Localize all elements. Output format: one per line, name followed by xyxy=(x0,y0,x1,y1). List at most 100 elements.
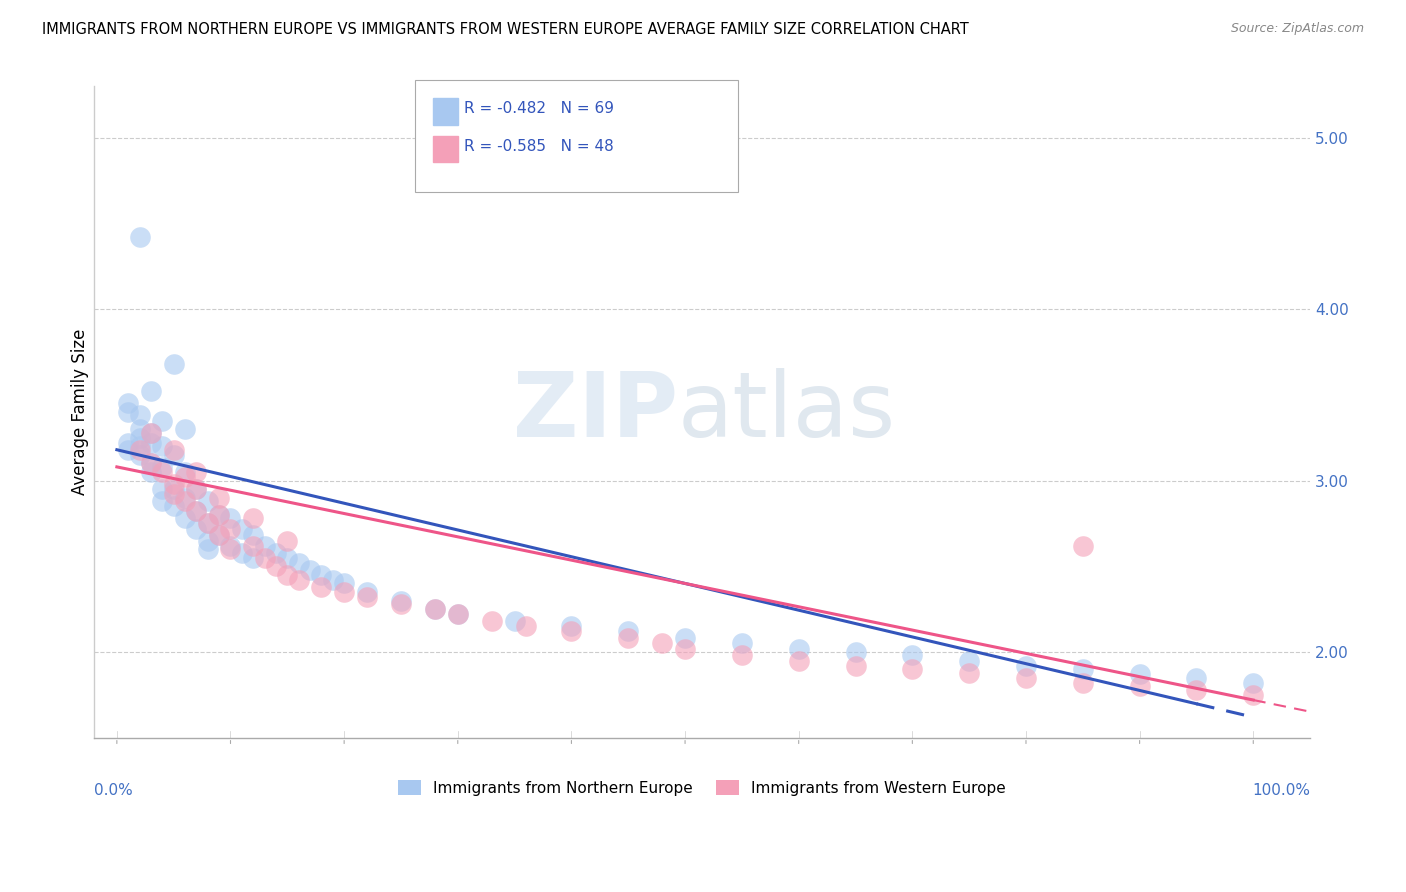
Point xyxy=(150,494,173,508)
Point xyxy=(128,422,150,436)
Point xyxy=(117,396,139,410)
Text: 100.0%: 100.0% xyxy=(1253,783,1310,798)
Point xyxy=(423,602,446,616)
Point xyxy=(1015,671,1038,685)
Point xyxy=(389,593,412,607)
Point xyxy=(139,384,162,399)
Point xyxy=(356,585,378,599)
Point xyxy=(844,645,866,659)
Point xyxy=(128,439,150,453)
Point xyxy=(333,576,356,591)
Point xyxy=(163,487,186,501)
Point xyxy=(128,230,150,244)
Text: atlas: atlas xyxy=(678,368,896,456)
Point xyxy=(117,405,139,419)
Point xyxy=(139,457,162,471)
Point xyxy=(560,619,582,633)
Point xyxy=(1241,676,1264,690)
Point xyxy=(276,567,298,582)
Text: Source: ZipAtlas.com: Source: ZipAtlas.com xyxy=(1230,22,1364,36)
Point xyxy=(481,614,503,628)
Point xyxy=(186,522,208,536)
Point xyxy=(901,648,924,663)
Point xyxy=(356,590,378,604)
Point xyxy=(253,539,276,553)
Point xyxy=(731,636,754,650)
Point xyxy=(208,528,231,542)
Point xyxy=(208,528,231,542)
Point xyxy=(150,465,173,479)
Point xyxy=(515,619,537,633)
Point xyxy=(503,614,526,628)
Point xyxy=(174,465,197,479)
Point xyxy=(139,465,162,479)
Point xyxy=(447,607,470,622)
Point xyxy=(163,442,186,457)
Point xyxy=(264,559,287,574)
Point xyxy=(311,567,333,582)
Point xyxy=(957,665,980,680)
Point xyxy=(287,573,309,587)
Point xyxy=(673,641,696,656)
Point xyxy=(208,508,231,522)
Point xyxy=(174,494,197,508)
Point xyxy=(117,442,139,457)
Point xyxy=(423,602,446,616)
Point xyxy=(139,436,162,450)
Y-axis label: Average Family Size: Average Family Size xyxy=(72,329,89,495)
Point xyxy=(333,585,356,599)
Point xyxy=(1129,667,1152,681)
Point xyxy=(1241,688,1264,702)
Point xyxy=(208,508,231,522)
Point xyxy=(139,457,162,471)
Point xyxy=(219,542,242,557)
Point xyxy=(128,431,150,445)
Point xyxy=(186,504,208,518)
Point xyxy=(231,522,253,536)
Point xyxy=(253,550,276,565)
Point xyxy=(389,597,412,611)
Point xyxy=(242,528,264,542)
Point xyxy=(264,546,287,560)
Point xyxy=(1071,676,1094,690)
Point xyxy=(1071,539,1094,553)
Point xyxy=(186,482,208,496)
Point xyxy=(139,425,162,440)
Point xyxy=(197,533,219,548)
Point xyxy=(242,539,264,553)
Point xyxy=(174,491,197,505)
Point xyxy=(197,516,219,531)
Point xyxy=(174,422,197,436)
Point xyxy=(219,511,242,525)
Text: ZIP: ZIP xyxy=(513,368,678,456)
Point xyxy=(787,641,810,656)
Point xyxy=(163,357,186,371)
Point xyxy=(150,482,173,496)
Point xyxy=(242,550,264,565)
Point xyxy=(150,459,173,474)
Text: R = -0.482   N = 69: R = -0.482 N = 69 xyxy=(464,102,614,116)
Point xyxy=(617,632,640,646)
Text: R = -0.585   N = 48: R = -0.585 N = 48 xyxy=(464,139,614,153)
Point xyxy=(276,550,298,565)
Point xyxy=(163,482,186,496)
Point xyxy=(276,533,298,548)
Point xyxy=(186,465,208,479)
Point xyxy=(128,409,150,423)
Point xyxy=(231,546,253,560)
Point xyxy=(117,436,139,450)
Point xyxy=(174,470,197,484)
Point xyxy=(447,607,470,622)
Point xyxy=(787,654,810,668)
Point xyxy=(311,580,333,594)
Point xyxy=(957,654,980,668)
Point xyxy=(219,522,242,536)
Point xyxy=(322,573,344,587)
Point xyxy=(1185,682,1208,697)
Point xyxy=(617,624,640,639)
Point xyxy=(299,563,322,577)
Point xyxy=(150,414,173,428)
Point xyxy=(128,442,150,457)
Point xyxy=(651,636,673,650)
Point xyxy=(242,511,264,525)
